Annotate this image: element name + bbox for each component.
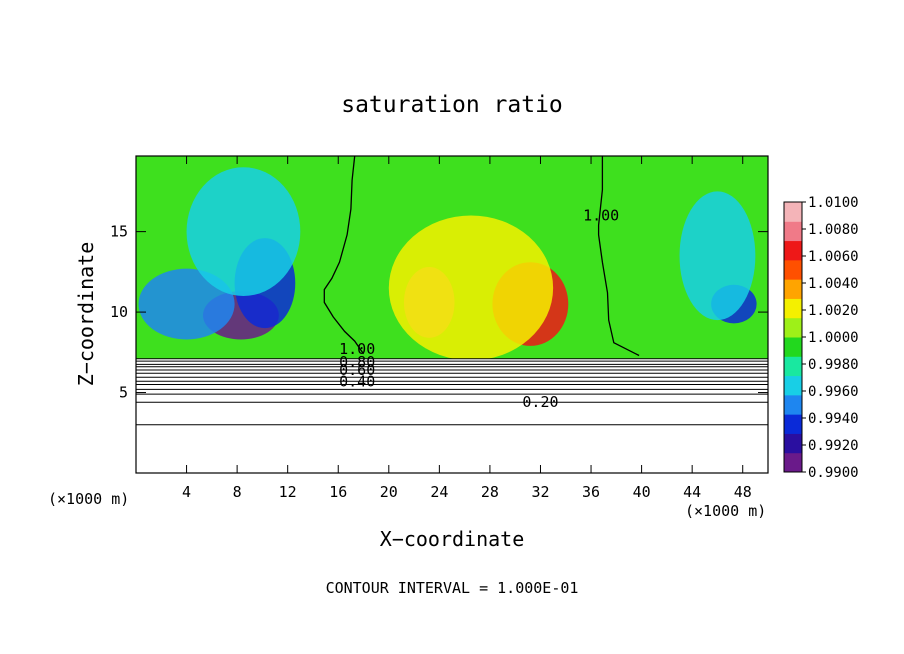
y-tick-label-0: 5 [119,384,128,402]
y-tick-label-1: 10 [110,303,128,321]
colorbar-label-9: 0.9920 [808,438,859,454]
contour-label-5: 0.20 [522,393,558,411]
contour-label-2: 0.80 [339,353,375,371]
contour-line-1-00-left [323,156,365,355]
x-tick-label-11: 48 [734,483,752,501]
colorbar-swatch-5 [784,356,802,377]
field-region-5 [679,191,756,321]
colorbar-swatch-4 [784,375,802,396]
colorbar-swatch-8 [784,298,802,319]
x-tick-label-3: 16 [329,483,347,501]
y-axis: 5 10 15 [110,223,768,402]
colorbar-label-5: 1.0000 [808,330,859,346]
contour-label-1: 1.00 [583,207,619,225]
colorbar-swatch-3 [784,394,802,415]
x-unit-left: (×1000 m) [48,490,129,508]
colorbar-swatch-6 [784,337,802,357]
colorbar-legend: 1.0100 1.0080 1.0060 1.0040 1.0020 1.0000 0.99… [783,195,859,481]
colorbar-label-6: 0.9980 [808,357,859,373]
colorbar-swatch-0 [784,452,802,473]
x-tick-label-4: 20 [380,483,398,501]
colorbar-swatch-13 [784,202,802,222]
x-tick-label-9: 40 [633,483,651,501]
plot-area [136,156,768,473]
x-tick-label-1: 8 [233,483,242,501]
colorbar-swatch-9 [784,279,802,299]
contour-line-1-00-right [597,156,640,357]
colorbar-swatch-1 [784,433,802,454]
x-tick-label-6: 28 [481,483,499,501]
field-region-2 [138,268,235,340]
contour-label-0: 1.00 [339,340,375,358]
contour-label-3: 0.60 [339,361,375,379]
x-tick-label-0: 4 [182,483,191,501]
x-tick-label-5: 24 [430,483,448,501]
x-tick-label-8: 36 [582,483,600,501]
colorbar-label-4: 1.0020 [808,303,859,319]
contour-interval-note: CONTOUR INTERVAL = 1.000E-01 [326,579,579,597]
colorbar-label-10: 0.9900 [808,465,859,481]
contour-label-4: 0.40 [339,372,375,390]
colorbar-label-7: 0.9960 [808,384,859,400]
colorbar-swatch-7 [784,317,802,338]
field-region-3 [186,167,301,296]
y-tick-label-2: 15 [110,223,128,241]
x-axis: 4 8 12 16 20 24 28 32 36 40 44 48 [182,156,752,501]
plot-frame [135,155,769,474]
saturation-field [138,167,757,361]
x-tick-label-7: 32 [531,483,549,501]
x-tick-label-2: 12 [279,483,297,501]
contour-labels: 1.001.000.800.600.400.20 [339,207,619,412]
colorbar-swatch-12 [784,221,802,242]
colorbar-swatch-10 [784,259,802,280]
x-tick-label-10: 44 [683,483,701,501]
x-unit-right: (×1000 m) [685,502,766,520]
colorbar-swatch-11 [784,240,802,261]
colorbar-label-0: 1.0100 [808,195,859,211]
colorbar-label-8: 0.9940 [808,411,859,427]
colorbar-label-3: 1.0040 [808,276,859,292]
colorbar-label-2: 1.0060 [808,249,859,265]
unsaturated-region [136,358,768,473]
colorbar-label-1: 1.0080 [808,222,859,238]
x-axis-label: X−coordinate [380,527,525,551]
y-axis-label: Z−coordinate [74,242,98,387]
colorbar-swatch-2 [784,414,802,434]
field-region-8 [388,215,554,361]
chart-title: saturation ratio [341,92,563,118]
unsaturated-contours [136,358,768,426]
